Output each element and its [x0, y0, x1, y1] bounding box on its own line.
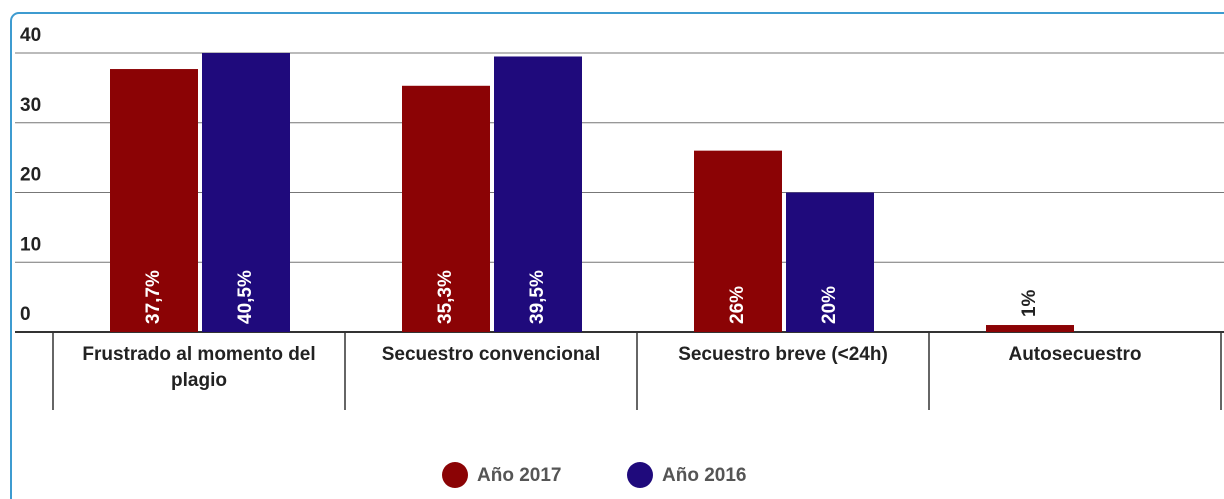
data-label: 39,5% [527, 270, 548, 324]
legend-label: Año 2017 [477, 465, 561, 486]
bar [494, 56, 582, 332]
bar [402, 85, 490, 332]
frame [10, 12, 1224, 499]
y-tick-label: 20 [20, 165, 41, 186]
y-tick-label: 10 [20, 234, 41, 255]
bar [786, 192, 874, 332]
x-tick-label: Secuestro breve (<24h) [678, 344, 888, 365]
bar [986, 325, 1074, 332]
bar [110, 69, 198, 332]
data-label: 35,3% [435, 270, 456, 324]
data-label: 37,7% [143, 270, 164, 324]
legend-swatch [442, 462, 468, 488]
data-label: 40,5% [235, 270, 256, 324]
legend-label: Año 2016 [662, 465, 746, 486]
bars [110, 53, 1074, 332]
data-label: 20% [819, 286, 840, 324]
bar [202, 53, 290, 332]
bar [694, 150, 782, 332]
x-tick-label: Secuestro convencional [381, 344, 601, 365]
data-label: 26% [727, 286, 748, 324]
y-tick-label: 40 [20, 25, 41, 46]
data-label: 1% [1019, 289, 1040, 317]
x-tick-label: Frustrado al momento del plagio [82, 344, 316, 391]
legend-swatch [627, 462, 653, 488]
y-tick-label: 30 [20, 95, 41, 116]
y-tick-label: 0 [20, 304, 31, 325]
x-tick-label: Autosecuestro [1008, 344, 1142, 365]
